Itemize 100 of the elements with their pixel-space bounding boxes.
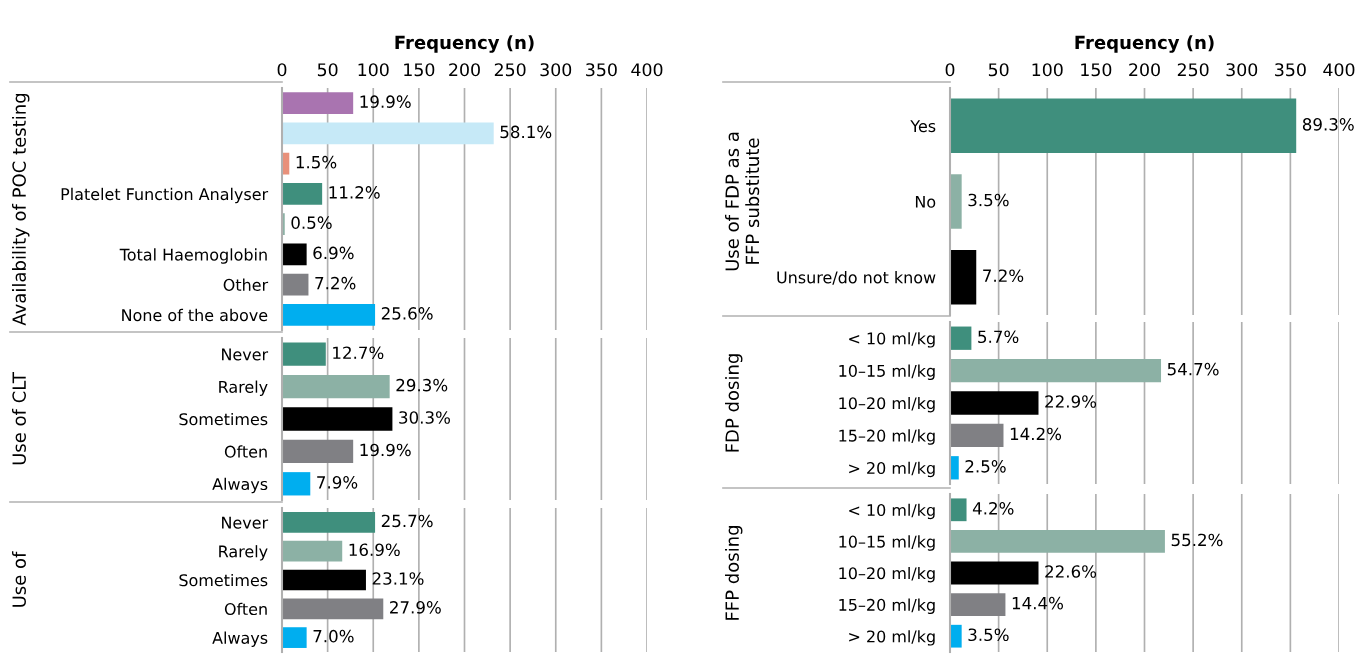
x-tick-label: 50 xyxy=(988,63,1009,77)
bar xyxy=(282,92,354,115)
y-axis-title: Use of FDP as a FFP substitute xyxy=(725,132,760,271)
y-tick-label: 15–20 ml/kg xyxy=(839,429,935,445)
bar xyxy=(950,98,1297,154)
x-tick-label: 0 xyxy=(277,63,287,77)
bar xyxy=(950,624,962,648)
x-axis-title: Frequency (n) xyxy=(1075,35,1214,53)
annotation: 7.9% xyxy=(317,476,358,489)
y-tick-label: Platelet Function Analyser xyxy=(61,187,269,204)
annotation: 23.1% xyxy=(372,572,424,585)
y-tick-label: Rarely xyxy=(219,380,268,396)
y-tick-label: 10–15 ml/kg xyxy=(839,364,935,380)
bar xyxy=(950,358,1162,383)
annotation: 3.5% xyxy=(968,193,1009,207)
annotation: 22.9% xyxy=(1045,395,1097,408)
bar xyxy=(950,423,1004,448)
annotation: 14.4% xyxy=(1012,596,1064,610)
x-tick-label: 100 xyxy=(1032,63,1063,77)
annotation: 27.9% xyxy=(390,601,441,614)
annotation: 7.0% xyxy=(313,629,354,643)
bar xyxy=(282,439,354,464)
annotation: 1.5% xyxy=(296,155,337,169)
bar xyxy=(282,122,494,145)
annotation: 25.6% xyxy=(381,307,433,320)
annotation: 25.7% xyxy=(381,514,433,528)
annotation: 7.2% xyxy=(983,269,1024,282)
bar xyxy=(282,273,309,296)
bar xyxy=(282,472,311,496)
x-tick-label: 50 xyxy=(317,63,338,77)
y-tick-label: 10–15 ml/kg xyxy=(839,535,935,551)
annotation: 5.7% xyxy=(978,330,1019,344)
x-tick-label: 250 xyxy=(1177,63,1209,77)
y-tick-label: Rarely xyxy=(219,545,268,561)
annotation: 58.1% xyxy=(500,125,552,139)
bar xyxy=(282,342,326,366)
bar xyxy=(282,374,390,399)
bar xyxy=(950,561,1039,585)
x-tick-label: 300 xyxy=(1226,63,1258,77)
annotation: 54.7% xyxy=(1167,362,1219,376)
bar xyxy=(950,593,1006,616)
y-tick-label: > 20 ml/kg xyxy=(849,461,935,478)
bar xyxy=(950,249,977,305)
annotation: 12.7% xyxy=(333,346,384,360)
x-tick-label: 150 xyxy=(404,63,435,77)
annotation: 19.9% xyxy=(360,95,411,108)
bar xyxy=(950,498,967,522)
y-tick-label: Yes xyxy=(910,120,936,133)
bar xyxy=(950,326,972,350)
bar xyxy=(282,627,307,648)
y-tick-label: Sometimes xyxy=(179,412,268,426)
x-tick-label: 0 xyxy=(945,63,955,77)
y-tick-label: < 10 ml/kg xyxy=(849,503,935,520)
annotation: 2.5% xyxy=(965,460,1006,473)
annotation: 3.5% xyxy=(968,628,1009,642)
x-tick-label: 100 xyxy=(358,63,389,77)
y-tick-label: > 20 ml/kg xyxy=(849,630,935,646)
x-axis-title: Frequency (n) xyxy=(395,35,534,53)
bar xyxy=(282,243,307,266)
y-axis-title: Use of CLT xyxy=(12,372,26,465)
y-tick-label: Unsure/do not know xyxy=(777,271,936,285)
annotation: 30.3% xyxy=(399,411,450,424)
annotation: 29.3% xyxy=(396,378,448,392)
bar xyxy=(282,569,366,591)
annotation: 7.2% xyxy=(315,276,356,290)
x-tick-label: 200 xyxy=(1129,63,1160,77)
y-tick-label: 10–20 ml/kg xyxy=(839,566,935,583)
annotation: 0.5% xyxy=(291,216,332,229)
annotation: 6.9% xyxy=(313,246,354,260)
y-tick-label: Sometimes xyxy=(179,573,268,587)
y-axis-title: FDP dosing xyxy=(725,354,743,452)
y-tick-label: Always xyxy=(212,631,268,647)
bar xyxy=(282,540,343,562)
bar xyxy=(282,303,376,326)
x-tick-label: 400 xyxy=(631,63,663,77)
y-tick-label: Often xyxy=(224,602,267,616)
annotation: 22.6% xyxy=(1045,565,1097,578)
y-tick-label: No xyxy=(915,195,936,208)
x-tick-label: 350 xyxy=(1275,63,1306,77)
annotation: 11.2% xyxy=(329,186,380,199)
y-tick-label: Other xyxy=(223,278,269,291)
x-tick-label: 350 xyxy=(586,63,617,77)
y-tick-label: Often xyxy=(224,445,267,458)
bar xyxy=(282,182,323,205)
bar xyxy=(282,407,393,431)
y-axis-title: Use of xyxy=(12,551,26,607)
bar xyxy=(282,512,376,533)
y-tick-label: Always xyxy=(212,477,268,494)
x-tick-label: 150 xyxy=(1081,63,1112,77)
y-tick-label: Never xyxy=(222,516,269,529)
bar xyxy=(950,456,959,480)
y-tick-label: 15–20 ml/kg xyxy=(839,598,935,614)
annotation: 16.9% xyxy=(349,543,400,557)
x-tick-label: 300 xyxy=(540,63,572,77)
x-tick-label: 400 xyxy=(1323,63,1355,77)
y-tick-label: 10–20 ml/kg xyxy=(839,396,935,413)
annotation: 14.2% xyxy=(1010,427,1062,441)
x-tick-label: 250 xyxy=(494,63,526,77)
annotation: 19.9% xyxy=(360,443,411,457)
y-axis-title: Availability of POC testing xyxy=(12,93,30,326)
